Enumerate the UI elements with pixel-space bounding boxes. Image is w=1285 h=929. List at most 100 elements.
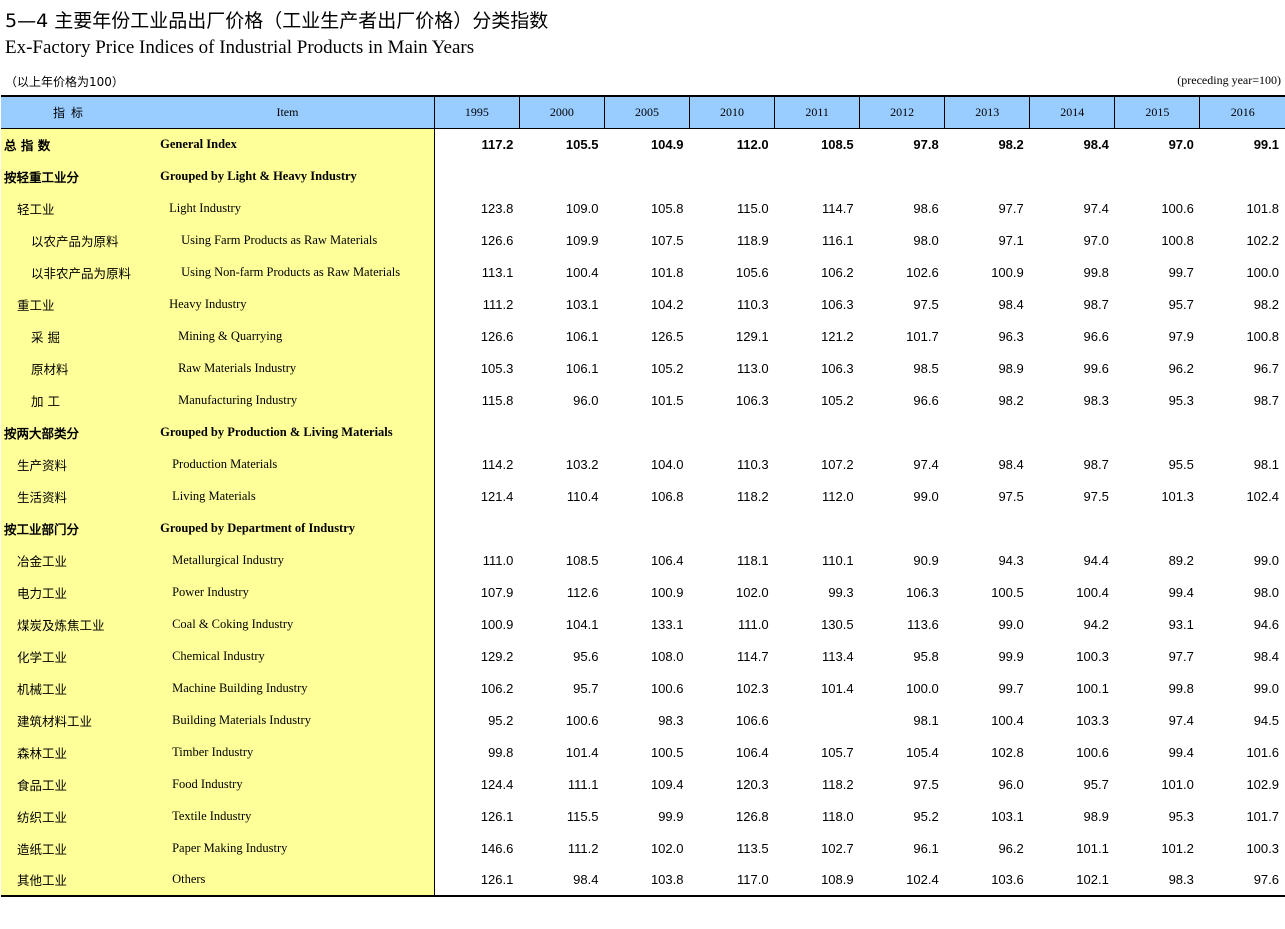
value-cell xyxy=(1200,512,1285,544)
value-cell: 95.7 xyxy=(1083,776,1109,792)
value-cell xyxy=(775,160,860,192)
value-cell: 99.4 xyxy=(1168,744,1194,760)
value-cell: 106.8 xyxy=(650,488,684,504)
value-cell: 110.3 xyxy=(736,296,769,312)
price-index-table: 指标 Item 1995 2000 2005 2010 2011 2012 2013 2014… xyxy=(1,95,1285,897)
value-cell: 111.0 xyxy=(737,616,769,632)
value-cell xyxy=(519,416,604,448)
value-cell: 101.5 xyxy=(650,392,684,408)
value-cell: 98.7 xyxy=(1083,296,1109,312)
value-cell: 97.6 xyxy=(1199,864,1285,897)
value-cell: 99.0 xyxy=(998,616,1024,632)
value-cell: 111.1 xyxy=(567,776,599,792)
value-cell xyxy=(690,160,775,192)
value-cell: 108.5 xyxy=(821,136,854,152)
row-label-en: Raw Materials Industry xyxy=(141,352,435,384)
value-cell: 95.3 xyxy=(1168,392,1194,408)
value-cell xyxy=(1115,416,1200,448)
row-label-cn: 以农产品为原料 xyxy=(1,224,142,256)
page-title-cn: 5—4 主要年份工业品出厂价格（工业生产者出厂价格）分类指数 xyxy=(5,10,549,32)
value-cell: 103.6 xyxy=(944,864,1030,897)
value-cell: 96.0 xyxy=(573,392,599,408)
value-cell: 100.5 xyxy=(991,584,1024,600)
table-body: 总 指 数 General Index 117.2 105.5 104.9 112.0 10… xyxy=(1,128,1285,897)
value-cell xyxy=(945,416,1030,448)
value-cell: 146.6 xyxy=(480,840,514,856)
value-cell: 100.9 xyxy=(480,616,514,632)
value-cell: 109.9 xyxy=(565,232,599,248)
value-cell: 102.8 xyxy=(991,744,1024,760)
value-cell: 105.7 xyxy=(821,744,854,760)
value-cell: 96.6 xyxy=(913,392,939,408)
value-cell: 98.0 xyxy=(913,232,939,248)
value-cell: 98.9 xyxy=(998,360,1024,376)
value-cell xyxy=(945,160,1030,192)
value-cell: 118.1 xyxy=(736,552,769,568)
value-cell: 114.7 xyxy=(822,200,854,216)
value-cell: 99.8 xyxy=(1168,680,1194,696)
value-cell xyxy=(434,160,519,192)
value-cell: 96.3 xyxy=(998,328,1024,344)
value-cell: 94.5 xyxy=(1253,712,1279,728)
value-cell: 112.0 xyxy=(822,488,854,504)
value-cell: 94.2 xyxy=(1083,616,1109,632)
value-cell: 100.5 xyxy=(650,744,684,760)
value-cell: 100.6 xyxy=(1076,744,1109,760)
value-cell: 105.5 xyxy=(565,136,599,152)
row-label-cn: 电力工业 xyxy=(1,576,142,608)
value-cell: 112.6 xyxy=(566,584,599,600)
value-cell: 108.0 xyxy=(650,648,684,664)
value-cell: 107.5 xyxy=(650,232,684,248)
value-cell: 90.9 xyxy=(913,552,939,568)
value-cell xyxy=(945,512,1030,544)
value-cell: 102.1 xyxy=(1029,864,1115,897)
row-label-en: Textile Industry xyxy=(141,800,435,832)
header-year: 2014 xyxy=(1029,95,1115,129)
value-cell: 117.0 xyxy=(689,864,775,897)
value-cell: 98.2 xyxy=(998,392,1024,408)
row-label-cn: 轻工业 xyxy=(1,192,142,224)
table-row: 以非农产品为原料 Using Non-farm Products as Raw M… xyxy=(1,256,1285,288)
row-label-en: Coal & Coking Industry xyxy=(141,608,435,640)
value-cell: 98.4 xyxy=(1083,136,1109,152)
value-cell: 102.3 xyxy=(736,680,769,696)
value-cell: 97.5 xyxy=(1083,488,1109,504)
value-cell: 113.4 xyxy=(822,648,854,664)
value-cell: 101.7 xyxy=(906,328,939,344)
value-cell: 97.7 xyxy=(998,200,1024,216)
value-cell xyxy=(1200,160,1285,192)
value-cell: 94.6 xyxy=(1253,616,1279,632)
value-cell: 106.1 xyxy=(565,328,599,344)
row-label-en: Heavy Industry xyxy=(141,288,435,320)
row-label-cn: 以非农产品为原料 xyxy=(1,256,142,288)
value-cell: 103.8 xyxy=(604,864,690,897)
value-cell: 98.0 xyxy=(1253,584,1279,600)
value-cell xyxy=(519,160,604,192)
value-cell xyxy=(604,512,689,544)
value-cell: 95.7 xyxy=(1168,296,1194,312)
value-cell: 121.4 xyxy=(480,488,514,504)
row-label-cn: 加 工 xyxy=(1,384,142,416)
value-cell: 101.3 xyxy=(1161,488,1194,504)
table-row: 按工业部门分 Grouped by Department of Industry xyxy=(1,512,1285,544)
row-label-en: Building Materials Industry xyxy=(141,704,435,736)
unit-note-en: (preceding year=100) xyxy=(1177,73,1281,87)
row-label-cn: 造纸工业 xyxy=(1,832,142,864)
value-cell: 100.1 xyxy=(1076,680,1109,696)
value-cell: 118.2 xyxy=(822,776,854,792)
row-label-cn: 按轻重工业分 xyxy=(1,160,142,192)
value-cell: 126.8 xyxy=(736,808,769,824)
value-cell: 95.3 xyxy=(1168,808,1194,824)
table-row: 煤炭及炼焦工业 Coal & Coking Industry 100.9 104.1 1… xyxy=(1,608,1285,640)
value-cell: 99.0 xyxy=(913,488,939,504)
value-cell xyxy=(434,416,519,448)
value-cell: 99.0 xyxy=(1253,552,1279,568)
row-label-en: Production Materials xyxy=(141,448,435,480)
value-cell xyxy=(860,160,945,192)
value-cell: 106.3 xyxy=(736,392,769,408)
row-label-en: Machine Building Industry xyxy=(141,672,435,704)
value-cell: 96.0 xyxy=(998,776,1024,792)
value-cell: 100.6 xyxy=(565,712,599,728)
value-cell: 106.3 xyxy=(821,360,854,376)
value-cell: 102.7 xyxy=(821,840,854,856)
